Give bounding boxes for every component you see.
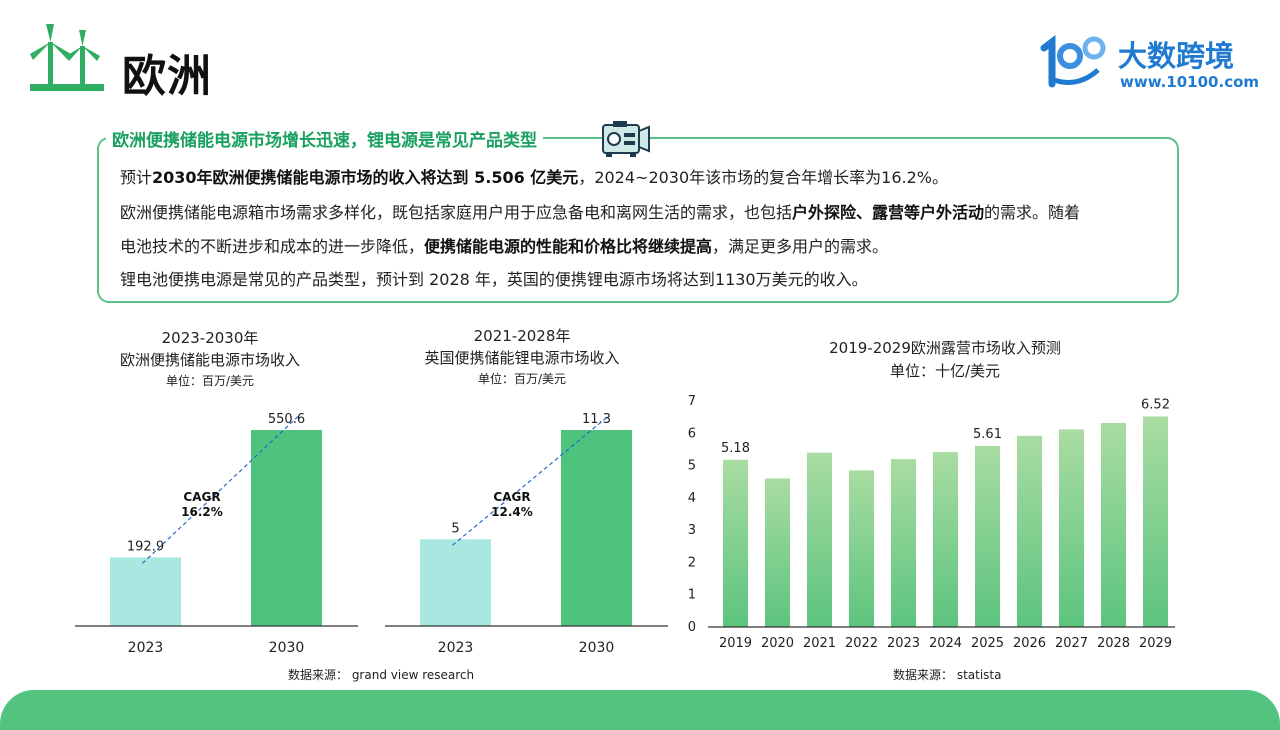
chart3-x-tick-label: 2025: [971, 636, 1004, 651]
summary-paragraph-3: 电池技术的不断进步和成本的进一步降低，便携储能电源的性能和价格比将继续提高，满足…: [120, 237, 889, 256]
brand-name: 大数跨境: [1118, 39, 1235, 73]
chart3-x-tick-label: 2029: [1139, 636, 1172, 651]
chart1-x-tick-label: 2030: [269, 640, 305, 656]
chart3-bar-2023: [891, 459, 916, 627]
page-title: 欧洲: [122, 51, 212, 102]
chart3-bar-2024: [933, 452, 958, 627]
chart1-value-label: 192.9: [127, 539, 164, 554]
chart1-source: 数据来源： grand view research: [288, 668, 475, 682]
chart3-x-tick-label: 2022: [845, 636, 878, 651]
chart2-bar-2023: [420, 539, 491, 626]
chart1-cagr-value: 16.2%: [181, 505, 223, 519]
chart3-x-tick-label: 2019: [719, 636, 752, 651]
chart3-x-tick-label: 2028: [1097, 636, 1130, 651]
chart3-x-tick-label: 2027: [1055, 636, 1088, 651]
chart3-bar-2026: [1017, 435, 1042, 627]
chart3-bar-2021: [807, 452, 832, 627]
chart3-source: 数据来源： statista: [893, 668, 1002, 682]
chart2-cagr-value: 12.4%: [491, 505, 533, 519]
chart3-x-tick-label: 2021: [803, 636, 836, 651]
chart3-unit: 单位：十亿/美元: [889, 362, 1001, 380]
generator-icon: [602, 121, 650, 157]
chart2-unit: 单位：百万/美元: [477, 372, 567, 386]
chart3-plot: 0 1 2 3 4 5 6 7 2019 5.18 2020 2021 2022 2023 2024 2025…: [688, 394, 1175, 651]
chart1-bar-2023: [110, 557, 181, 626]
chart1-unit: 单位：百万/美元: [165, 374, 255, 388]
summary-paragraph-2: 欧洲便携储能电源箱市场需求多样化，既包括家庭用户用于应急备电和离网生活的需求，也…: [120, 203, 1081, 222]
chart2-cagr-label: CAGR: [493, 490, 530, 504]
chart3-value-label: 5.18: [721, 441, 750, 456]
chart3-bar-2028: [1101, 422, 1126, 627]
chart1-subtitle: 欧洲便携储能电源市场收入: [119, 351, 300, 369]
chart3-bar-2029: [1143, 416, 1168, 627]
brand-url: www.10100.com: [1120, 73, 1260, 91]
chart3-value-label: 6.52: [1141, 397, 1170, 412]
chart2-title: 2021-2028年: [473, 327, 571, 345]
chart2-x-tick-label: 2023: [438, 640, 474, 656]
chart1-value-label: 550.6: [268, 412, 305, 427]
chart1-title: 2023-2030年: [161, 329, 259, 347]
chart3-y-tick-label: 6: [688, 426, 696, 441]
chart3-y-tick-label: 7: [688, 394, 696, 409]
chart3-value-label: 5.61: [973, 427, 1002, 442]
chart1-x-tick-label: 2023: [128, 640, 164, 656]
chart2-value-label: 5: [451, 521, 459, 536]
chart1-bar-2030: [251, 430, 322, 626]
chart3-bar-2019: [723, 459, 748, 627]
chart2-x-tick-label: 2030: [579, 640, 615, 656]
chart1-cagr-line: [142, 415, 299, 564]
chart3-y-tick-label: 0: [688, 620, 696, 635]
chart3-bar-2027: [1059, 429, 1084, 627]
chart3-x-tick-label: 2024: [929, 636, 962, 651]
chart2-value-label: 11.3: [582, 412, 611, 427]
chart3-title: 2019-2029欧洲露营市场收入预测: [829, 339, 1061, 357]
chart3-bar-2020: [765, 478, 790, 627]
summary-paragraph-4: 锂电池便携电源是常见的产品类型，预计到 2028 年，英国的便携锂电源市场将达到…: [120, 270, 868, 289]
chart3-x-tick-label: 2020: [761, 636, 794, 651]
chart3-x-tick-label: 2026: [1013, 636, 1046, 651]
chart3-y-tick-label: 5: [688, 459, 696, 474]
chart3-y-tick-label: 3: [688, 523, 696, 538]
brand-logo-icon: [1040, 35, 1106, 88]
chart3-y-tick-label: 1: [688, 588, 696, 603]
chart3-y-tick-label: 4: [688, 491, 696, 506]
chart2-bar-2030: [561, 430, 632, 626]
wind-turbine-logo-icon: [30, 24, 104, 91]
chart1-cagr-label: CAGR: [183, 490, 220, 504]
chart3-bar-2025: [975, 445, 1000, 627]
summary-paragraph-1: 预计2030年欧洲便携储能电源市场的收入将达到 5.506 亿美元，2024~2…: [120, 168, 948, 187]
footer-bar: [0, 690, 1280, 730]
chart2-subtitle: 英国便携储能锂电源市场收入: [424, 349, 620, 367]
chart3-x-tick-label: 2023: [887, 636, 920, 651]
chart3-bar-2022: [849, 470, 874, 627]
summary-heading: 欧洲便携储能电源市场增长迅速，锂电源是常见产品类型: [106, 126, 543, 151]
chart3-y-tick-label: 2: [688, 555, 696, 570]
chart2-cagr-line: [452, 415, 609, 546]
